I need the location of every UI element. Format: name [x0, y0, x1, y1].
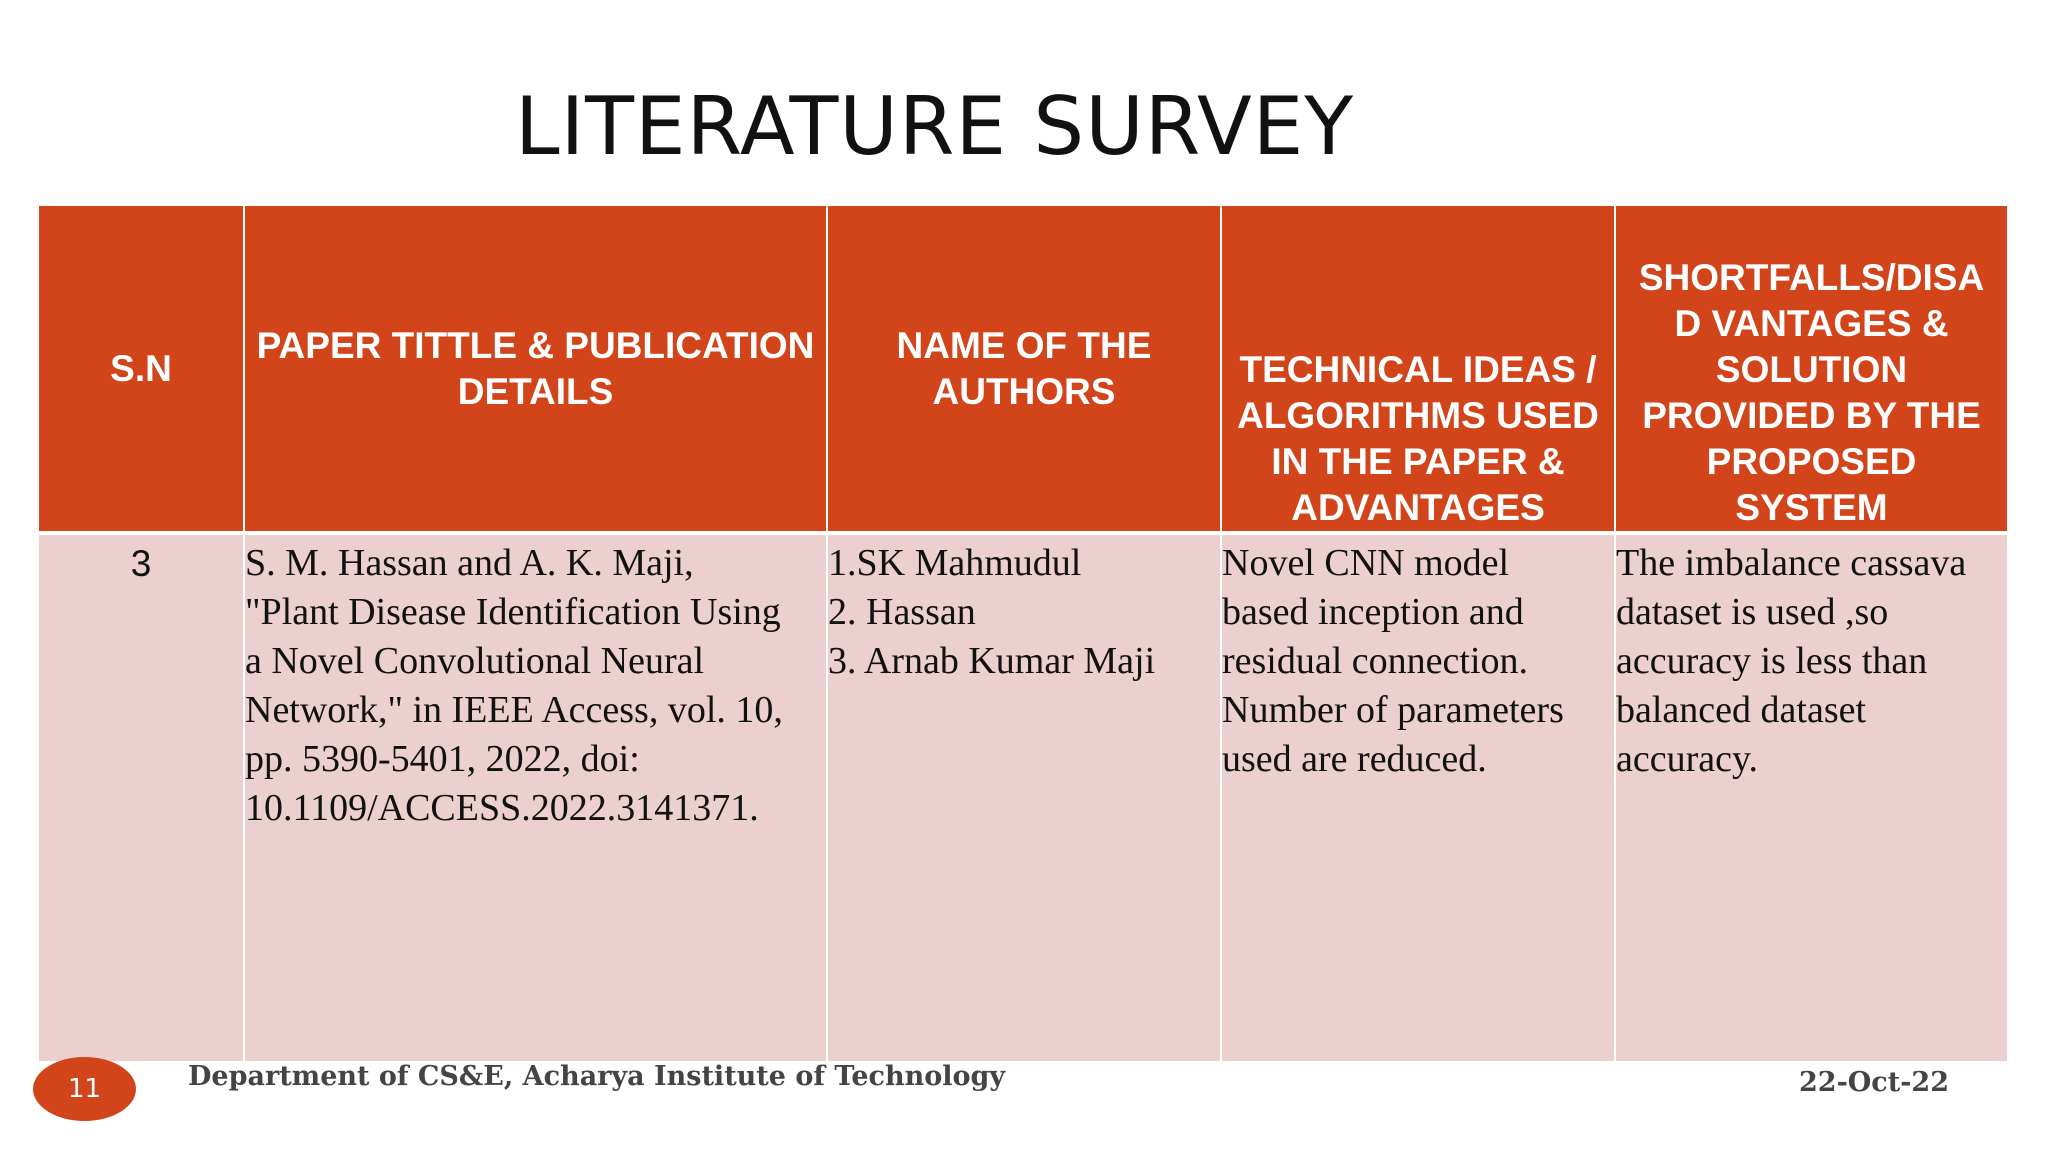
header-paper-title: PAPER TITTLE & PUBLICATION DETAILS	[244, 206, 828, 533]
literature-survey-table: S.N PAPER TITTLE & PUBLICATION DETAILS N…	[39, 206, 2007, 1061]
header-shortfalls: SHORTFALLS/DISA D VANTAGES & SOLUTION PR…	[1615, 206, 2007, 533]
table-row: 3 S. M. Hassan and A. K. Maji, "Plant Di…	[39, 531, 2007, 1061]
footer-department: Department of CS&E, Acharya Institute of…	[188, 1061, 1006, 1092]
table-header-row: S.N PAPER TITTLE & PUBLICATION DETAILS N…	[39, 206, 2007, 533]
header-serial-number: S.N	[39, 206, 245, 533]
header-technical-ideas: TECHNICAL IDEAS / ALGORITHMS USED IN THE…	[1221, 206, 1616, 533]
header-authors: NAME OF THE AUTHORS	[827, 206, 1222, 533]
cell-serial-number: 3	[39, 531, 245, 1061]
cell-technical-ideas: Novel CNN model based inception and resi…	[1221, 531, 1616, 1061]
cell-authors: 1.SK Mahmudul 2. Hassan 3. Arnab Kumar M…	[827, 531, 1222, 1061]
page-number-badge: 11	[33, 1057, 136, 1121]
cell-shortfalls: The imbalance cassava dataset is used ,s…	[1615, 531, 2007, 1061]
footer-date: 22-Oct-22	[1799, 1067, 1949, 1098]
cell-paper-details: S. M. Hassan and A. K. Maji, "Plant Dise…	[244, 531, 828, 1061]
slide-title: LITERATURE SURVEY	[515, 80, 1355, 173]
